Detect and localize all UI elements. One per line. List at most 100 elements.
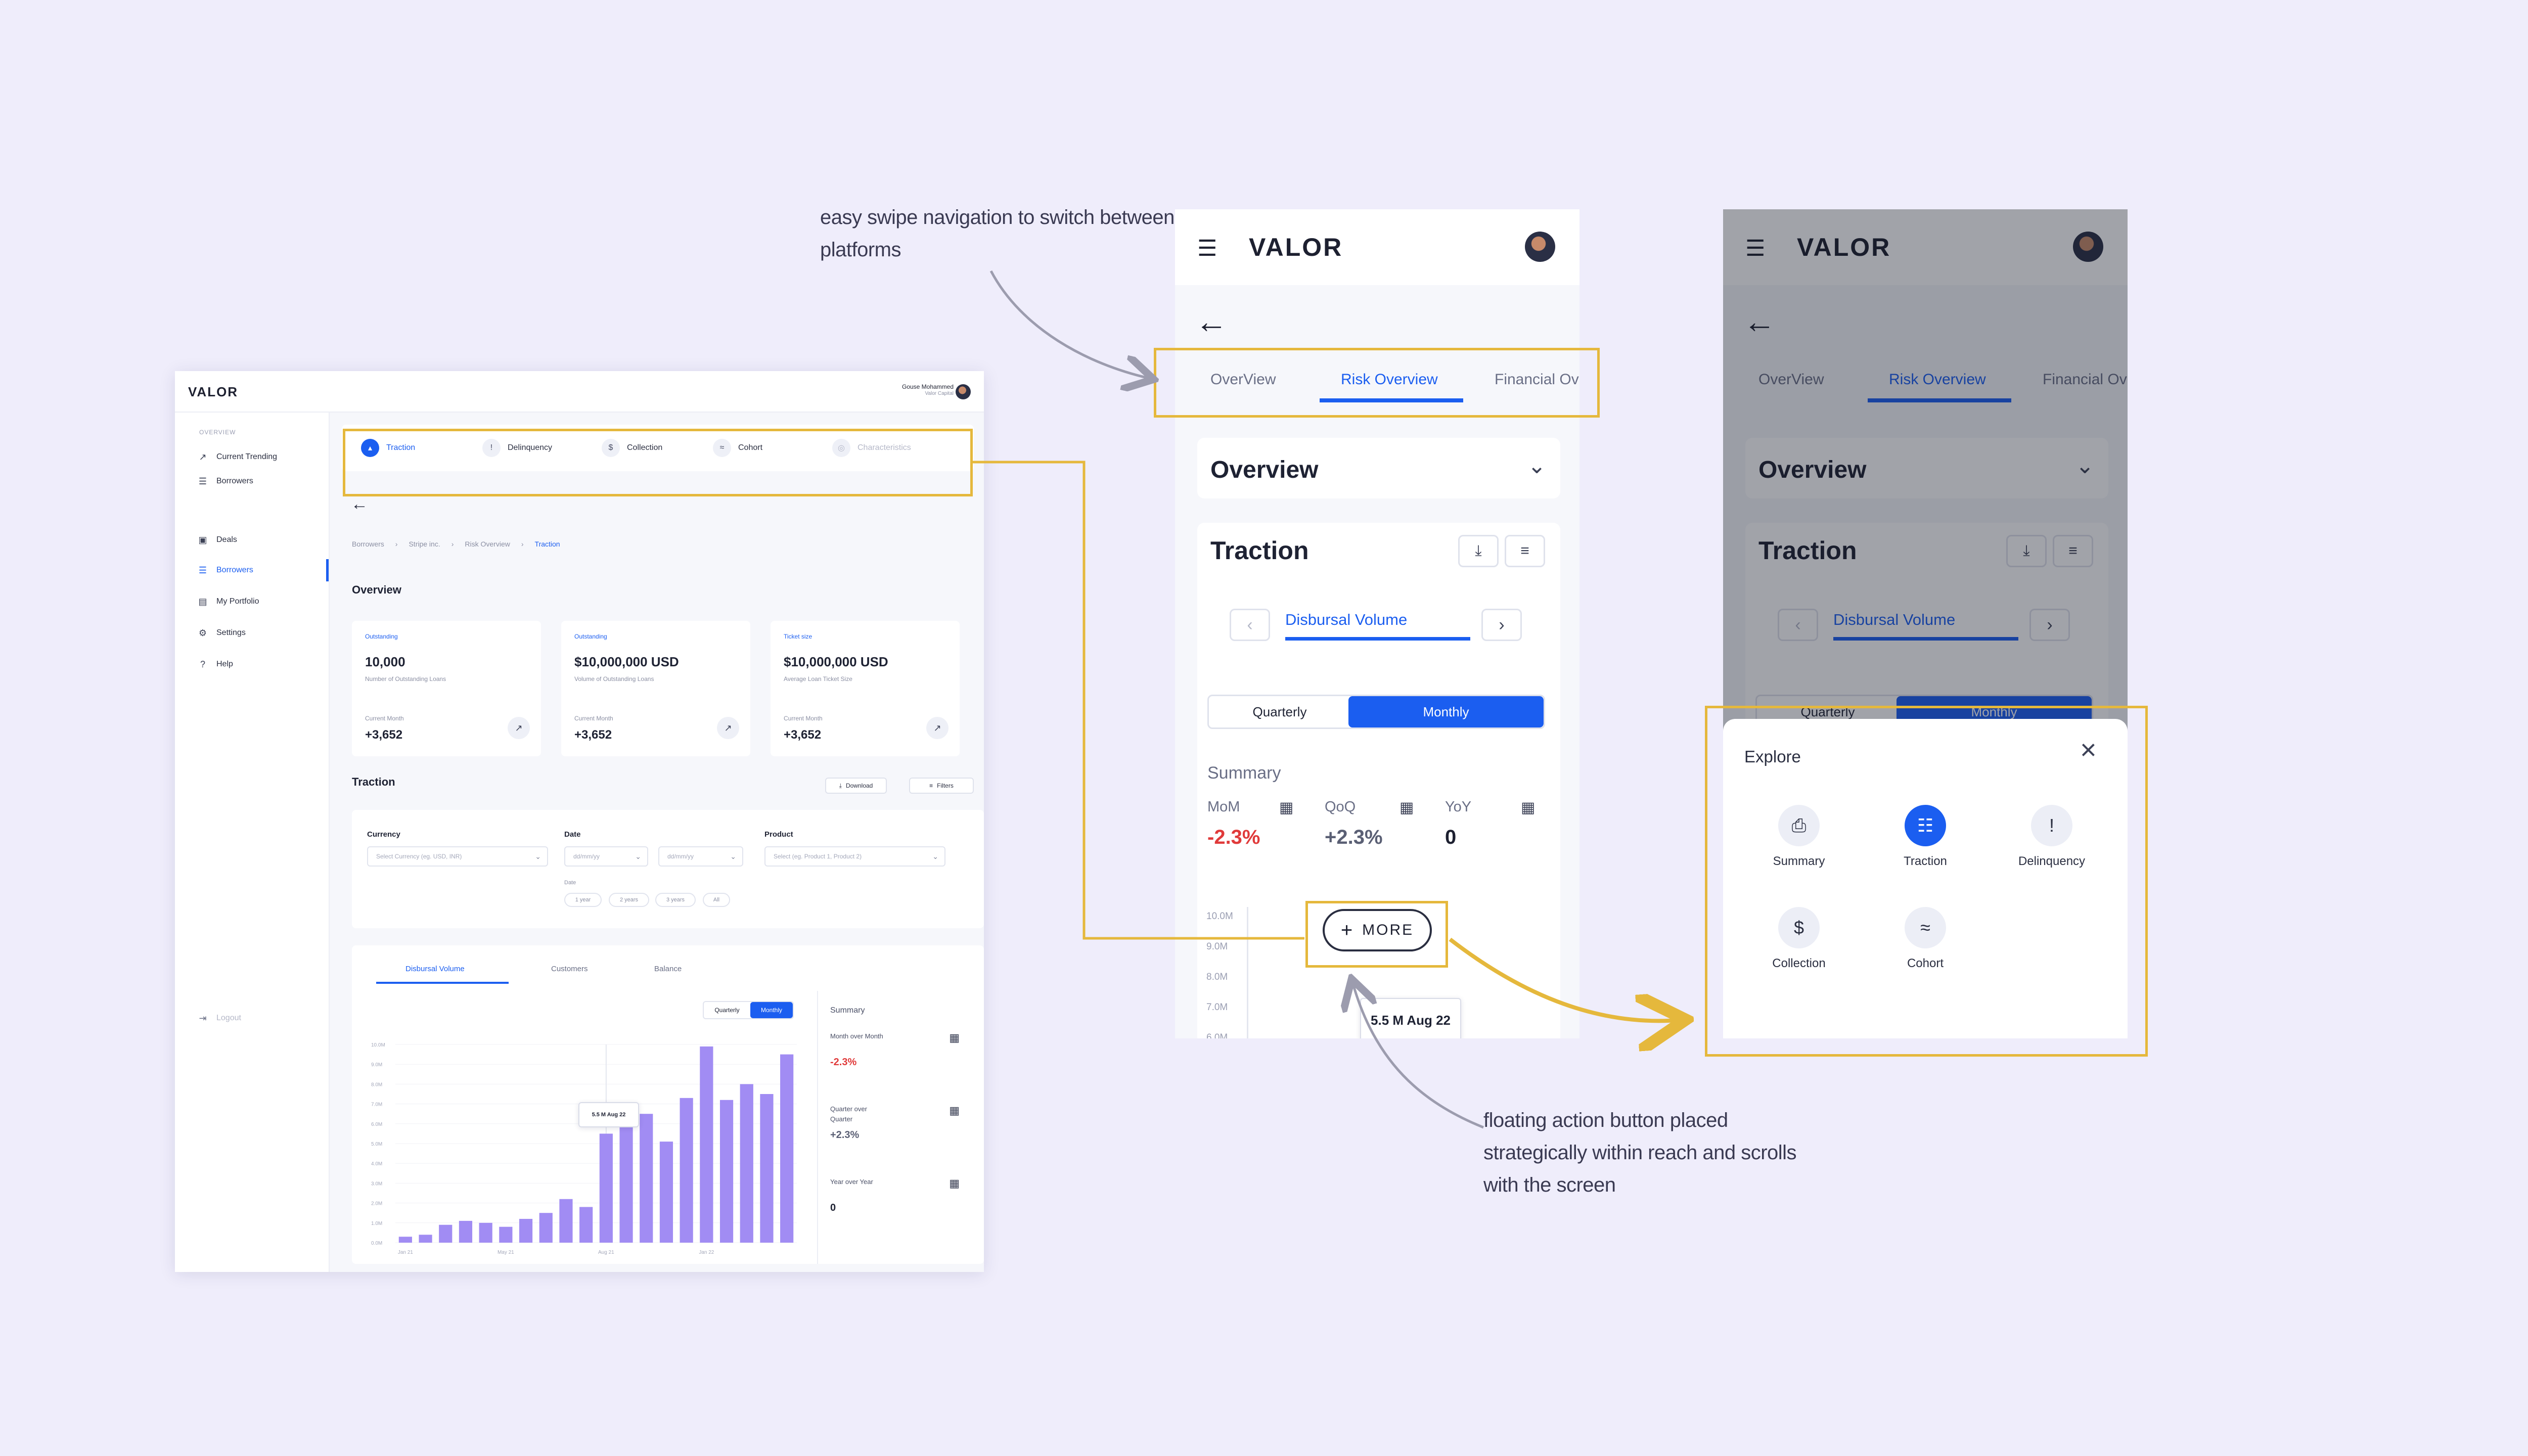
calendar-icon[interactable]: ▦ [949, 1177, 960, 1190]
download-icon[interactable]: ⤓ [2006, 535, 2047, 567]
metric-tab-disbursal-volume[interactable]: Disbursal Volume [1285, 611, 1408, 628]
trend-icon[interactable]: ↗ [926, 717, 949, 739]
calendar-icon[interactable]: ▦ [1400, 799, 1414, 816]
hamburger-menu-icon[interactable]: ☰ [1197, 236, 1217, 261]
sidebar-item-borrowers[interactable]: ☰ Borrowers [197, 471, 329, 491]
breadcrumb-item[interactable]: Borrowers [352, 540, 384, 548]
date-from-field[interactable]: dd/mm/yy ⌄ [564, 846, 648, 867]
preset-3-years[interactable]: 3 years [655, 893, 696, 907]
filter-icon[interactable]: ≡ [1505, 535, 1545, 567]
filters-button[interactable]: ≡ Filters [909, 778, 974, 794]
chart-bar[interactable] [760, 1094, 774, 1243]
tab-underline [1320, 398, 1463, 402]
calendar-icon[interactable]: ▦ [949, 1104, 960, 1117]
chart-bar[interactable] [539, 1213, 553, 1243]
tab-disbursal-volume[interactable]: Disbursal Volume [405, 965, 465, 973]
chart-bar[interactable] [579, 1207, 593, 1243]
chart-bar[interactable] [719, 1100, 734, 1243]
breadcrumb-item[interactable]: Stripe inc. [409, 540, 440, 548]
chart-bar[interactable] [659, 1142, 673, 1243]
preset-2-years[interactable]: 2 years [609, 893, 649, 907]
chart-bar[interactable] [740, 1084, 753, 1243]
preset-1-year[interactable]: 1 year [564, 893, 602, 907]
chart-bar[interactable] [599, 1133, 613, 1243]
card-month-value: +3,652 [574, 728, 612, 742]
overview-dropdown[interactable]: Overview ⌄ [1745, 438, 2108, 498]
calendar-icon[interactable]: ▦ [1279, 799, 1294, 816]
download-button[interactable]: ⤓ Download [825, 778, 887, 794]
explore-option-summary[interactable]: ⎙ Summary [1748, 805, 1849, 869]
close-icon[interactable]: × [2080, 734, 2097, 765]
chart-bar[interactable] [700, 1046, 713, 1243]
user-name: Gouse Mohammed [901, 383, 954, 390]
chart-bar[interactable] [780, 1054, 794, 1243]
chart-bar[interactable] [519, 1218, 533, 1243]
chart-bar[interactable] [419, 1235, 432, 1243]
calendar-icon[interactable]: ▦ [949, 1031, 960, 1044]
period-quarterly[interactable]: Quarterly [714, 1007, 740, 1014]
product-select[interactable]: Select (eg. Product 1, Product 2) ⌄ [764, 846, 945, 867]
sidebar-item-borrowers-active[interactable]: ☰ Borrowers [197, 560, 329, 580]
preset-all[interactable]: All [703, 893, 730, 907]
back-arrow-icon[interactable]: ← [351, 494, 368, 514]
explore-option-traction[interactable]: ☷ Traction [1875, 805, 1976, 869]
metric-tab-disbursal-volume[interactable]: Disbursal Volume [1833, 611, 1956, 628]
more-fab-button[interactable]: + MORE [1323, 909, 1432, 951]
tab-cohort[interactable]: ≈ Cohort [713, 439, 762, 457]
chart-bar[interactable] [459, 1220, 473, 1243]
tab-risk-overview[interactable]: Risk Overview [1341, 371, 1438, 388]
tab-traction[interactable]: ▴ Traction [361, 439, 415, 457]
calendar-icon[interactable]: ▦ [1521, 799, 1536, 816]
currency-select[interactable]: Select Currency (eg. USD, INR) ⌄ [367, 846, 548, 867]
explore-option-collection[interactable]: $ Collection [1748, 907, 1849, 971]
explore-option-delinquency[interactable]: ! Delinquency [2001, 805, 2102, 869]
chevron-right-icon[interactable]: › [2029, 609, 2070, 641]
chevron-left-icon[interactable]: ‹ [1778, 609, 1818, 641]
sidebar-item-settings[interactable]: ⚙ Settings [197, 623, 329, 643]
overview-dropdown[interactable]: Overview ⌄ [1197, 438, 1560, 498]
avatar[interactable] [1525, 232, 1555, 262]
trend-icon[interactable]: ↗ [508, 717, 530, 739]
trend-icon[interactable]: ↗ [717, 717, 739, 739]
download-icon[interactable]: ⤓ [1458, 535, 1499, 567]
tab-overview[interactable]: OverView [1758, 371, 1824, 388]
chart-bar[interactable] [499, 1226, 513, 1243]
tab-financial-overview[interactable]: Financial Ov [2043, 371, 2127, 388]
avatar[interactable] [956, 384, 971, 399]
chart-bar[interactable] [680, 1098, 693, 1243]
tab-customers[interactable]: Customers [551, 965, 588, 973]
chart-bar[interactable] [398, 1237, 412, 1243]
tab-balance[interactable]: Balance [654, 965, 682, 973]
sidebar-item-my-portfolio[interactable]: ▤ My Portfolio [197, 592, 329, 612]
logout-button[interactable]: ⇥ Logout [197, 1008, 329, 1028]
sidebar-item-deals[interactable]: ▣ Deals [197, 530, 329, 550]
chart-bar[interactable] [479, 1222, 492, 1243]
chevron-left-icon[interactable]: ‹ [1230, 609, 1270, 641]
tab-delinquency[interactable]: ! Delinquency [482, 439, 552, 457]
chevron-right-icon[interactable]: › [1481, 609, 1522, 641]
sidebar-item-current-trending[interactable]: ↗ Current Trending [197, 447, 329, 467]
chart-bar[interactable] [619, 1125, 633, 1243]
y-tick-label: 10.0M [1206, 911, 1233, 922]
tab-risk-overview[interactable]: Risk Overview [1889, 371, 1986, 388]
tab-financial-overview[interactable]: Financial Ov [1495, 371, 1579, 388]
tab-overview[interactable]: OverView [1210, 371, 1276, 388]
date-to-field[interactable]: dd/mm/yy ⌄ [658, 846, 743, 867]
explore-option-cohort[interactable]: ≈ Cohort [1875, 907, 1976, 971]
tab-characteristics[interactable]: ◎ Characteristics [832, 439, 911, 457]
chart-bar[interactable] [559, 1199, 573, 1243]
period-monthly[interactable]: Monthly [750, 1002, 793, 1018]
tab-collection[interactable]: $ Collection [602, 439, 662, 457]
hamburger-menu-icon[interactable]: ☰ [1745, 236, 1766, 261]
avatar[interactable] [2073, 232, 2103, 262]
sidebar-item-help[interactable]: ? Help [197, 654, 329, 674]
chart-bar[interactable] [439, 1224, 453, 1243]
filter-icon[interactable]: ≡ [2053, 535, 2093, 567]
period-quarterly[interactable]: Quarterly [1252, 704, 1307, 719]
user-info[interactable]: Gouse Mohammed Valor Capital [902, 383, 954, 397]
back-arrow-icon[interactable]: ← [1743, 303, 1776, 340]
back-arrow-icon[interactable]: ← [1195, 303, 1228, 340]
chart-bar[interactable] [640, 1114, 653, 1243]
period-monthly[interactable]: Monthly [1348, 696, 1544, 727]
breadcrumb-item[interactable]: Risk Overview [465, 540, 510, 548]
